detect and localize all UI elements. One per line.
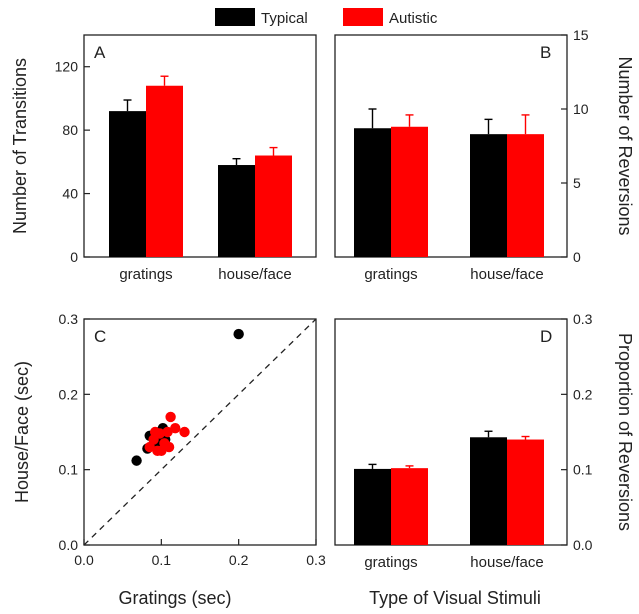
panel-a-bar-typical <box>109 111 146 257</box>
panel-b-frame <box>334 34 568 258</box>
panel-c: C House/Face (sec) Gratings (sec) 0.0 0.1… <box>12 311 326 608</box>
panel-b-bar-typical <box>354 128 391 257</box>
panel-c-xtick-label: 0.0 <box>74 552 94 568</box>
panel-a-ytick-label: 80 <box>62 122 78 138</box>
panel-a-ylabel: Number of Transitions <box>10 58 30 234</box>
panel-a-frame <box>83 34 317 258</box>
panel-c-point-autistic <box>163 441 175 453</box>
panel-d-ytick-label: 0.1 <box>573 462 593 478</box>
panel-c-xtick-label: 0.2 <box>229 552 249 568</box>
panel-a: A Number of Transitions gratings house/f… <box>10 34 317 283</box>
panel-c-letter: C <box>94 327 106 346</box>
panel-c-ytick-label: 0.3 <box>59 311 79 327</box>
panel-b-ytick-label: 0 <box>573 249 581 265</box>
panel-b-letter: B <box>540 43 551 62</box>
panel-c-point-typical <box>131 455 142 466</box>
panel-c-ylabel: House/Face (sec) <box>12 361 32 503</box>
legend-swatch-typical <box>215 8 255 26</box>
panel-b-ylabel: Number of Reversions <box>615 56 635 235</box>
legend: Typical Autistic <box>215 8 438 27</box>
panel-b-ytick-label: 5 <box>573 175 581 191</box>
panel-a-ytick-label: 0 <box>70 249 78 265</box>
panel-d-ytick-label: 0.2 <box>573 386 593 402</box>
panel-a-bar-autistic <box>146 85 183 257</box>
panel-c-point-autistic <box>170 423 181 434</box>
panel-d-bar-autistic <box>391 468 428 545</box>
panel-b-bar-autistic <box>507 134 544 257</box>
panel-d-ytick-label: 0.0 <box>573 537 593 553</box>
panel-a-bar-typical <box>218 165 255 257</box>
panel-c-ytick-label: 0.1 <box>59 462 79 478</box>
panel-d-bar-autistic <box>507 439 544 545</box>
panel-a-ytick-label: 120 <box>55 59 79 75</box>
panel-c-point-autistic <box>162 426 173 438</box>
panel-c-ytick-label: 0.0 <box>59 537 79 553</box>
panel-d-frame <box>334 318 568 546</box>
panel-b-ytick-label: 15 <box>573 27 589 43</box>
panel-a-letter: A <box>94 43 106 62</box>
panel-d-xcat-gratings: gratings <box>364 554 417 571</box>
panel-c-point-autistic <box>149 426 161 438</box>
panel-c-point-autistic <box>179 426 190 438</box>
panel-d-xlabel: Type of Visual Stimuli <box>369 588 541 608</box>
panel-d-letter: D <box>540 327 552 346</box>
panel-a-xcat-gratings: gratings <box>119 266 172 283</box>
panel-c-point-autistic <box>165 411 176 423</box>
panel-a-xcat-houseface: house/face <box>218 266 291 283</box>
panel-b-bar-typical <box>470 134 507 257</box>
panel-d: D Proportion of Reversions gratings hous… <box>334 311 635 608</box>
panel-b-xcat-houseface: house/face <box>470 266 543 283</box>
legend-label-typical: Typical <box>261 10 308 27</box>
panel-a-ytick-label: 40 <box>62 186 78 202</box>
panel-c-frame <box>83 318 317 546</box>
panel-d-xcat-houseface: house/face <box>470 554 543 571</box>
panel-b-bar-autistic <box>391 126 428 257</box>
panel-b-xcat-gratings: gratings <box>364 266 417 283</box>
legend-swatch-autistic <box>343 8 383 26</box>
panel-c-point-typical <box>233 328 244 340</box>
legend-label-autistic: Autistic <box>389 10 438 27</box>
panel-b-ytick-label: 10 <box>573 101 589 117</box>
panel-d-bar-typical <box>354 468 391 545</box>
panel-c-xtick-label: 0.1 <box>152 552 172 568</box>
panel-a-bar-autistic <box>255 155 292 257</box>
panel-d-bar-typical <box>470 437 507 545</box>
panel-c-identity-line <box>83 318 317 546</box>
panel-d-ylabel: Proportion of Reversions <box>615 333 635 531</box>
panel-d-ytick-label: 0.3 <box>573 311 593 327</box>
panel-b: B Number of Reversions gratings house/fa… <box>334 27 635 283</box>
panel-c-ytick-label: 0.2 <box>59 386 79 402</box>
panel-c-xtick-label: 0.3 <box>306 552 326 568</box>
panel-c-xlabel: Gratings (sec) <box>118 588 231 608</box>
